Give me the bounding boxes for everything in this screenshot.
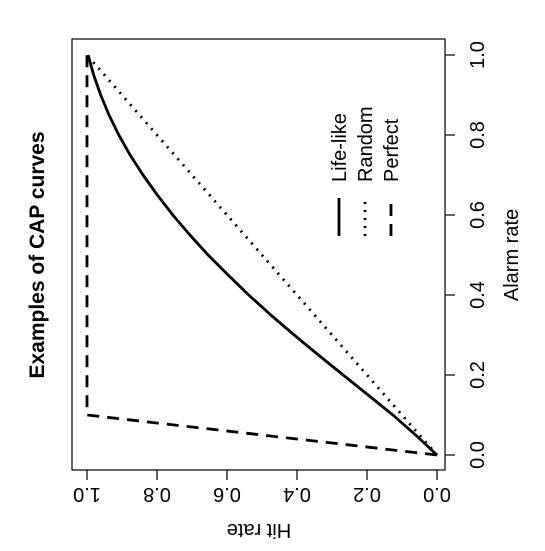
y-tick-label: 0.8 — [143, 483, 171, 505]
series-line-random — [85, 54, 439, 456]
legend-label: Life-like — [329, 113, 351, 182]
x-axis-label: Alarm rate — [501, 209, 523, 301]
x-tick-label: 0.4 — [467, 281, 489, 309]
y-tick-label: 0.6 — [213, 483, 241, 505]
tick-layer: 0.0 0.2 0.4 0.6 0.8 1.0 0.0 0.2 0.4 0.6 0.8 1.0 — [73, 41, 489, 505]
legend: Life-like Random Perfect — [329, 106, 403, 236]
y-axis-label: Hit rate — [227, 519, 291, 541]
series-layer — [85, 54, 439, 457]
legend-label: Perfect — [381, 118, 403, 182]
y-tick-label: 0.4 — [283, 483, 311, 505]
x-tick-label: 1.0 — [467, 41, 489, 69]
plot-frame — [71, 38, 446, 471]
y-tick-label: 0.0 — [423, 483, 451, 505]
series-line-life-like — [86, 54, 438, 457]
chart-title: Examples of CAP curves — [26, 131, 49, 378]
legend-label: Random — [355, 106, 377, 182]
x-tick-label: 0.2 — [467, 361, 489, 389]
y-tick-label: 0.2 — [353, 483, 381, 505]
x-tick-label: 0.8 — [467, 121, 489, 149]
x-tick-label: 0.6 — [467, 201, 489, 229]
x-tick-label: 0.0 — [467, 441, 489, 469]
y-tick-label: 1.0 — [73, 483, 101, 505]
